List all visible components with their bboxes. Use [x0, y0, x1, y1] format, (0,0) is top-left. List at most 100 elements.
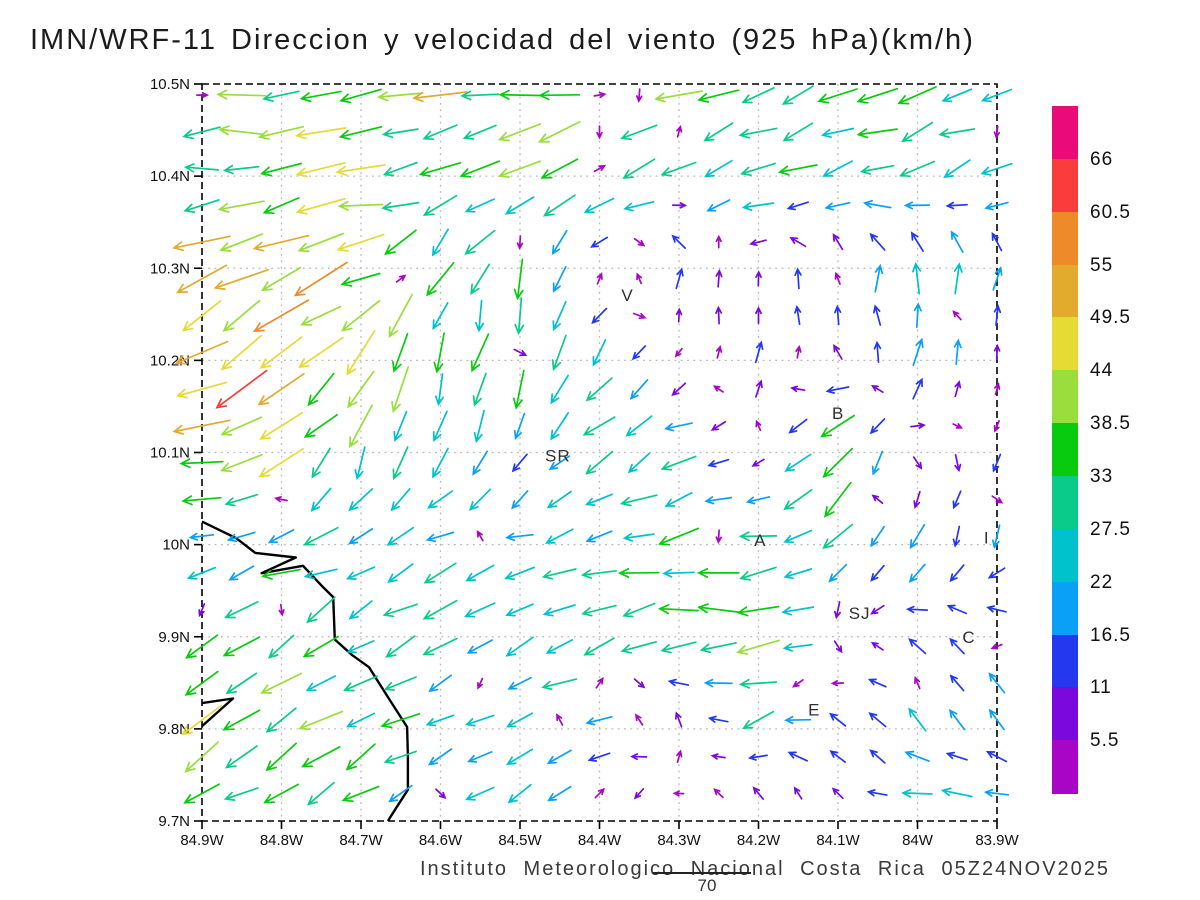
wind-arrow	[712, 385, 724, 393]
wind-arrow	[834, 271, 841, 285]
wind-arrow	[300, 305, 342, 326]
wind-arrow	[634, 713, 644, 726]
wind-arrow	[585, 493, 614, 506]
wind-arrow	[674, 711, 683, 728]
wind-arrow	[581, 604, 617, 617]
wind-arrow	[994, 382, 1001, 396]
wind-arrow	[335, 164, 386, 176]
wind-arrow	[869, 418, 886, 435]
wind-arrow	[299, 90, 342, 103]
x-axis-label: 84.6W	[419, 832, 463, 849]
wind-arrow	[696, 567, 740, 578]
wind-arrow	[295, 161, 346, 178]
wind-arrow	[832, 233, 844, 251]
y-axis-label: 10N	[162, 537, 190, 554]
wind-arrow	[470, 263, 491, 296]
wind-arrow	[183, 199, 220, 213]
wind-arrow	[432, 302, 449, 330]
wind-arrow	[293, 261, 348, 297]
wind-arrow	[912, 261, 922, 295]
wind-arrow	[908, 563, 926, 583]
wind-arrow	[390, 488, 411, 512]
wind-arrow	[228, 565, 255, 581]
wind-arrow	[545, 639, 574, 654]
station-label-C: C	[962, 628, 975, 647]
wind-arrow	[833, 640, 843, 654]
wind-arrow	[707, 458, 730, 468]
wind-arrow	[172, 235, 231, 252]
wind-arrow	[512, 369, 525, 410]
wind-arrow	[274, 496, 288, 503]
wind-arrow	[431, 228, 449, 257]
wind-arrow	[913, 302, 922, 329]
wind-arrow	[213, 268, 269, 290]
wind-arrow	[582, 416, 616, 436]
wind-arrow	[516, 235, 524, 251]
wind-arrow	[252, 299, 310, 333]
wind-arrow	[432, 447, 449, 479]
wind-arrow	[630, 753, 648, 761]
wind-arrow	[658, 527, 700, 546]
wind-arrow	[587, 752, 611, 762]
wind-arrow	[672, 790, 685, 797]
wind-arrow	[507, 783, 532, 804]
wind-arrow	[783, 568, 813, 580]
wind-arrow	[794, 305, 802, 326]
wind-arrow	[870, 604, 885, 615]
wind-arrow	[182, 126, 221, 140]
wind-arrow	[755, 270, 762, 287]
wind-arrow	[874, 263, 884, 293]
wind-arrow	[593, 164, 607, 173]
wind-arrow	[664, 491, 693, 507]
wind-arrow	[754, 340, 764, 364]
wind-arrow	[393, 410, 408, 442]
wind-arrow	[295, 197, 346, 215]
wind-arrow	[538, 90, 581, 101]
wind-arrow	[633, 788, 645, 800]
wind-arrow	[993, 343, 1001, 360]
wind-arrow	[715, 529, 722, 545]
wind-arrow	[184, 670, 219, 696]
wind-arrow	[348, 488, 374, 512]
x-axis-label: 83.9W	[975, 832, 1019, 849]
wind-arrow	[497, 123, 542, 142]
wind-arrow	[631, 345, 647, 361]
wind-arrow	[623, 200, 655, 212]
wind-arrow	[507, 676, 532, 690]
wind-arrow	[422, 124, 458, 141]
wind-arrow	[473, 409, 485, 444]
y-axis-label: 9.9N	[158, 629, 190, 646]
wind-arrow	[186, 566, 217, 580]
wind-arrow	[676, 749, 683, 763]
wind-arrow	[298, 336, 344, 369]
wind-arrow	[425, 531, 455, 543]
wind-arrow	[940, 787, 973, 798]
wind-arrow	[983, 788, 1010, 797]
wind-arrow	[783, 529, 813, 544]
wind-arrow	[181, 299, 222, 332]
wind-arrow	[470, 333, 490, 373]
wind-arrow	[822, 447, 854, 478]
wind-arrow	[903, 201, 931, 210]
wind-arrow	[949, 564, 965, 583]
wind-arrow	[948, 708, 966, 731]
wind-arrow	[426, 261, 455, 297]
wind-arrow	[710, 753, 726, 760]
wind-arrow	[550, 374, 569, 405]
y-axis-label: 10.1N	[150, 445, 190, 462]
wind-arrow	[262, 90, 300, 102]
wind-arrow	[594, 787, 606, 799]
wind-arrow	[504, 196, 535, 215]
wind-arrow	[946, 604, 968, 615]
wind-arrow	[514, 297, 525, 336]
wind-arrow	[897, 86, 937, 105]
wind-arrow	[219, 233, 264, 252]
wind-arrow	[346, 640, 375, 654]
wind-arrow	[945, 751, 968, 761]
wind-arrow	[660, 161, 697, 177]
wind-arrow	[220, 416, 263, 436]
wind-arrow	[310, 487, 332, 512]
wind-arrow	[913, 490, 921, 509]
wind-arrow	[755, 379, 763, 398]
wind-arrow	[303, 526, 339, 546]
